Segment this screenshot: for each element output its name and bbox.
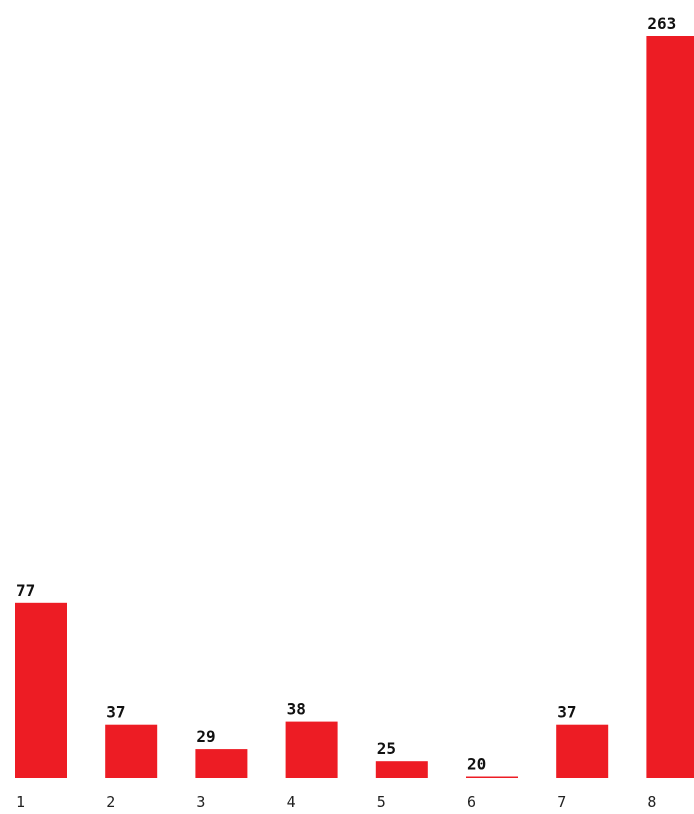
x-tick-label-6: 6 bbox=[467, 793, 476, 811]
x-tick-labels-group: 1 2 3 4 5 6 7 8 bbox=[16, 793, 656, 811]
bar-6 bbox=[466, 776, 518, 778]
bar-5 bbox=[375, 761, 428, 778]
data-label-5: 25 bbox=[377, 739, 396, 758]
x-tick-label-2: 2 bbox=[106, 793, 115, 811]
data-label-1: 77 bbox=[16, 581, 35, 600]
x-tick-label-4: 4 bbox=[287, 793, 296, 811]
data-label-2: 37 bbox=[106, 703, 125, 722]
value-labels-group: 77 37 29 38 25 20 37 263 bbox=[16, 14, 676, 774]
data-label-7: 37 bbox=[557, 703, 576, 722]
data-label-4: 38 bbox=[287, 700, 306, 719]
data-label-6: 20 bbox=[467, 755, 486, 774]
bar-7 bbox=[556, 724, 609, 778]
x-tick-label-5: 5 bbox=[377, 793, 386, 811]
bar-3 bbox=[195, 749, 248, 778]
x-tick-label-8: 8 bbox=[647, 793, 656, 811]
data-label-8: 263 bbox=[647, 14, 676, 33]
x-tick-label-1: 1 bbox=[16, 793, 25, 811]
x-tick-label-7: 7 bbox=[557, 793, 566, 811]
bar-8 bbox=[646, 36, 694, 778]
bars-group bbox=[15, 36, 694, 778]
bar-2 bbox=[105, 724, 158, 778]
x-tick-label-3: 3 bbox=[196, 793, 205, 811]
bar-1 bbox=[15, 602, 67, 778]
data-label-3: 29 bbox=[196, 727, 215, 746]
bar-4 bbox=[285, 721, 338, 778]
